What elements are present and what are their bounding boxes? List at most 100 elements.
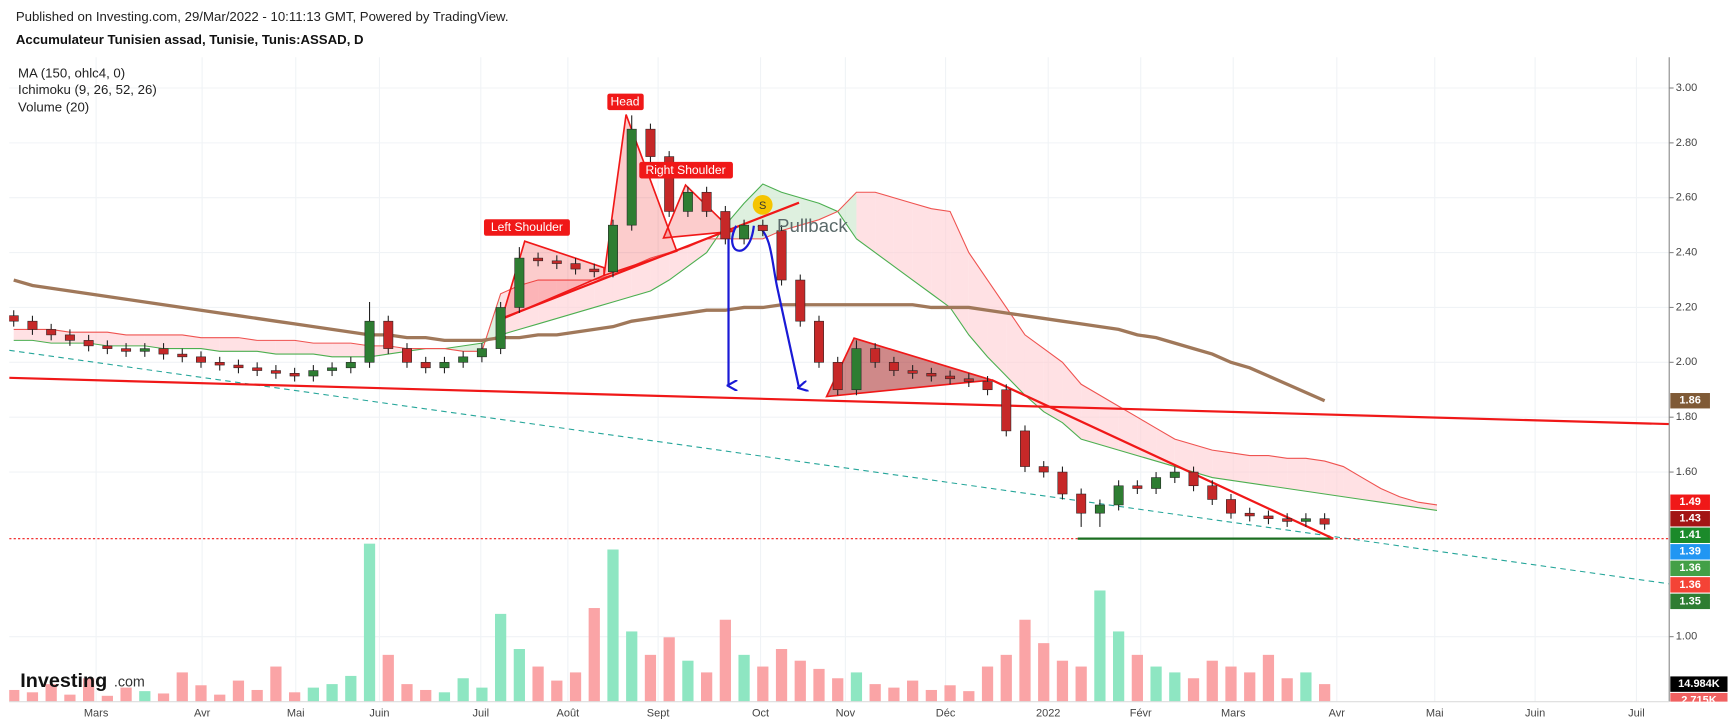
volume-bar — [1319, 684, 1331, 702]
candle-body — [776, 230, 787, 281]
volume-bar — [775, 648, 788, 702]
candle-body — [345, 362, 356, 369]
y-tick-label: 1.60 — [1676, 466, 1697, 478]
candle-body — [514, 257, 525, 308]
price-label: 1.86 — [1679, 395, 1700, 407]
price-label-box — [1670, 577, 1710, 593]
volume-bar — [214, 694, 226, 702]
volume-bar — [1262, 654, 1275, 702]
annotations: Left Shoulder Head Right Shoulder Pullba… — [483, 93, 848, 236]
volume-bar — [701, 672, 713, 702]
candle-body — [139, 348, 150, 352]
price-label: 1.39 — [1679, 546, 1700, 558]
cloud-fill — [987, 280, 1007, 377]
volume-bar — [682, 660, 694, 702]
logo: Investing — [20, 670, 107, 692]
volume-bar — [1019, 619, 1031, 702]
candle-body — [608, 224, 618, 273]
volume-bar — [588, 608, 600, 702]
candle-body — [214, 362, 225, 366]
cloud-fill — [893, 197, 913, 281]
cloud-fill — [144, 334, 164, 349]
volume-bar — [832, 678, 844, 702]
y-tick-label: 2.40 — [1676, 247, 1697, 259]
annotation: Left Shoulder — [491, 220, 563, 234]
volume-bar — [326, 684, 338, 702]
volume-bar — [363, 543, 376, 702]
annotation: Pullback — [777, 215, 848, 236]
candle-body — [888, 362, 899, 371]
cloud-fill — [1268, 455, 1288, 489]
volume-bar — [251, 689, 263, 702]
candle-body — [963, 378, 974, 382]
neckline — [498, 201, 800, 321]
chart-title: Accumulateur Tunisien assad, Tunisie, Tu… — [16, 32, 364, 47]
candle-body — [982, 381, 993, 391]
price-label-box — [1670, 393, 1710, 409]
cloud-fill — [875, 192, 894, 267]
candle-body — [383, 320, 394, 349]
label-box — [483, 219, 570, 236]
candle-body — [46, 329, 57, 336]
down-trend — [991, 379, 1334, 540]
cloud-fill — [1024, 334, 1044, 412]
candle-body — [626, 128, 637, 226]
cloud-fill — [163, 334, 183, 349]
price-label-box — [1670, 511, 1710, 527]
legend-entry: Volume (20) — [18, 99, 89, 114]
cloud-fill — [1193, 444, 1213, 478]
price-label: 1.36 — [1679, 579, 1700, 591]
cloud-fill — [1362, 477, 1381, 503]
cloud-fill — [107, 332, 127, 346]
volume-bar — [1000, 654, 1012, 702]
moving-average — [13, 278, 1326, 403]
candle-body — [533, 257, 544, 262]
candle-body — [739, 224, 750, 240]
volume-label: 2.715K — [1681, 695, 1717, 707]
x-tick-label: Mai — [287, 708, 305, 720]
volume-bar — [176, 672, 188, 702]
volume-bar — [457, 678, 469, 702]
price-label: 1.36 — [1679, 562, 1700, 574]
volume-bar — [551, 680, 563, 702]
price-label-box — [1670, 544, 1710, 560]
volume-bar — [1094, 590, 1106, 702]
volume-bar — [626, 631, 638, 702]
candle-body — [701, 191, 712, 212]
legend-entry: Ichimoku (9, 26, 52, 26) — [18, 82, 157, 97]
volume-bar — [663, 637, 675, 702]
candle-body — [926, 373, 937, 377]
candle-body — [27, 320, 38, 330]
cloud-fill — [594, 274, 613, 308]
x-tick-label: Déc — [936, 708, 956, 720]
candle-body — [720, 211, 731, 240]
cloud-fill — [837, 192, 857, 239]
volume-bar — [45, 684, 57, 702]
candle-body — [1094, 504, 1105, 514]
volume-bar — [719, 619, 731, 702]
subtitle: Published on Investing.com, 29/Mar/2022 … — [16, 9, 509, 24]
volume-bar — [1169, 672, 1181, 702]
cloud-fill — [126, 334, 145, 346]
volume-bar — [157, 693, 170, 702]
volume-bar — [401, 684, 413, 702]
candle-body — [1151, 477, 1162, 489]
candle-body — [308, 370, 319, 377]
candle-body — [289, 373, 300, 377]
x-tick-label: Sept — [647, 708, 670, 720]
volume-label-box — [1670, 692, 1728, 702]
y-tick-label: 1.80 — [1676, 411, 1697, 423]
cloud-fill — [669, 247, 688, 281]
volume-bar — [420, 689, 432, 702]
candle-body — [1169, 471, 1180, 478]
cloud-fill — [1380, 488, 1400, 505]
cloud-fill — [1399, 496, 1419, 508]
y-tick-label: 2.00 — [1676, 356, 1697, 368]
price-labels: 1.86 1.49 1.43 1.41 1.39 1.36 1.36 1.35 14.984K 2… — [1670, 393, 1728, 707]
volume-bar — [64, 694, 76, 702]
cloud-fill — [631, 258, 651, 297]
trend-dashed — [9, 349, 1670, 585]
cloud-fill — [1099, 395, 1119, 451]
cloud-fill — [275, 340, 295, 355]
